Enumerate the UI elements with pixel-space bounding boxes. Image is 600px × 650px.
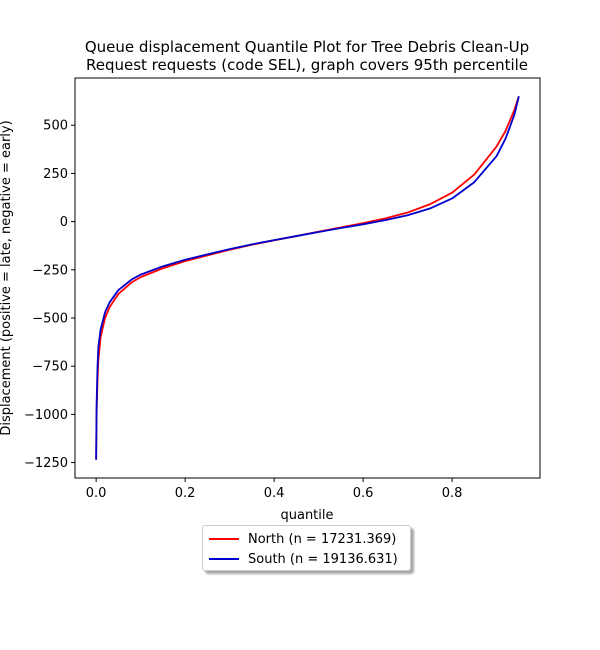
y-axis-ticks: −1250 −1000 −750 −500 −250 0 250 500 xyxy=(24,119,75,471)
y-tick-label: 250 xyxy=(43,167,68,182)
y-tick-label: 500 xyxy=(43,119,68,134)
y-tick-label: −500 xyxy=(32,312,68,327)
x-tick-label: 0.2 xyxy=(175,486,196,501)
legend-line-north xyxy=(209,538,239,540)
x-tick-label: 0.8 xyxy=(442,486,463,501)
chart-title-line2: Request requests (code SEL), graph cover… xyxy=(86,56,528,74)
y-tick-label: −1250 xyxy=(24,456,68,471)
y-axis-label: Displacement (positive = late, negative … xyxy=(0,120,14,435)
plot-frame xyxy=(74,77,541,479)
y-tick-label: 0 xyxy=(60,215,68,230)
x-axis-ticks: 0.0 0.2 0.4 0.6 0.8 xyxy=(86,478,463,501)
chart-legend: North (n = 17231.369) South (n = 19136.6… xyxy=(202,525,411,571)
x-axis-label: quantile xyxy=(280,508,333,523)
legend-line-south xyxy=(209,558,239,560)
legend-label-south: South (n = 19136.631) xyxy=(248,551,398,567)
series-line-south xyxy=(95,96,520,460)
x-tick-label: 0.6 xyxy=(353,486,374,501)
x-tick-label: 0.4 xyxy=(264,486,285,501)
y-tick-label: −1000 xyxy=(24,408,68,423)
plot-lines xyxy=(95,96,520,460)
y-tick-label: −250 xyxy=(32,263,68,278)
chart-title-line1: Queue displacement Quantile Plot for Tre… xyxy=(85,38,529,56)
legend-entry-north: North (n = 17231.369) xyxy=(209,529,404,549)
legend-entry-south: South (n = 19136.631) xyxy=(209,549,404,569)
series-line-north xyxy=(95,96,520,460)
x-tick-label: 0.0 xyxy=(86,486,107,501)
legend-label-north: North (n = 17231.369) xyxy=(248,531,397,547)
y-tick-label: −750 xyxy=(32,360,68,375)
